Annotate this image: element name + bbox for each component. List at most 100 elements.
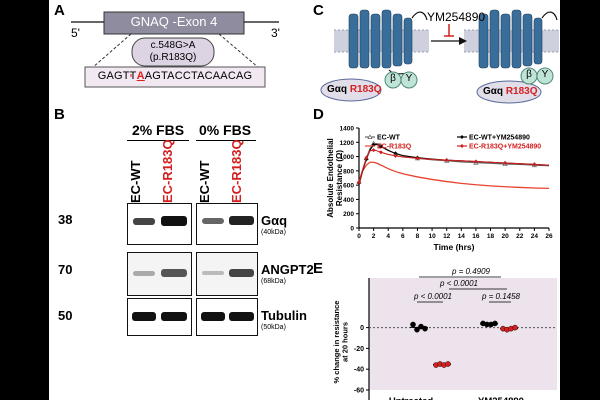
y-axis-label: Absolute EndothelialResistance (Ω) <box>326 138 344 218</box>
blot-angpt2-0pct <box>196 252 258 296</box>
galpha-right-name: Gαq <box>483 86 504 97</box>
condition-2pct: 2% FBS <box>131 122 185 138</box>
series-point-1 <box>393 151 398 156</box>
y-tick-label: -40 <box>354 367 364 374</box>
y-tick-label: -60 <box>354 388 364 395</box>
series-point-3 <box>378 150 383 155</box>
p-value-label: p < 0.0001 <box>439 279 478 288</box>
blot-angpt2-2pct <box>127 252 192 296</box>
y-tick-label: 1400 <box>340 126 355 133</box>
legend-marker-1 <box>460 135 464 139</box>
series-point-3 <box>364 156 369 160</box>
data-point <box>422 325 428 332</box>
gamma-left-label: Y <box>405 73 413 84</box>
drug-label: YM254890 <box>427 10 486 24</box>
lane-label-4: EC-R183Q <box>229 139 244 203</box>
protein-size-3: (50kDa) <box>261 324 286 331</box>
x-tick-label: 20 <box>502 233 510 240</box>
series-point-1 <box>378 144 383 149</box>
series-point-3 <box>473 159 478 164</box>
series-point-3 <box>357 180 361 185</box>
y-tick-label: 0 <box>360 325 364 332</box>
x-tick-label: 24 <box>531 233 539 240</box>
y-tick-label: 0 <box>350 226 354 233</box>
series-point-3 <box>503 161 508 165</box>
legend-label-2: EC-R183Q <box>377 144 412 151</box>
protein-size-1: (40kDa) <box>261 229 286 236</box>
x-tick-label: 16 <box>472 233 480 240</box>
protein-size-2: (68kDa) <box>261 278 286 285</box>
mutation-bubble <box>131 37 215 67</box>
lane-label-2: EC-R183Q <box>160 139 175 203</box>
mutation-text: c.548G>A (p.R183Q) <box>132 40 214 64</box>
membrane-left <box>334 30 429 52</box>
gamma-right-label: Y <box>541 69 549 80</box>
x-tick-label: 12 <box>443 233 451 240</box>
x-tick-label: 26 <box>545 233 553 240</box>
y-tick-label: -20 <box>354 346 364 353</box>
galpha-bubble-right <box>476 80 542 104</box>
protein-label-2: ANGPT2 <box>261 262 314 277</box>
x-tick-label: 8 <box>416 233 420 240</box>
mutation-cdna: c.548G>A <box>150 40 196 51</box>
blot-galpha-0pct <box>196 203 258 245</box>
figure: A GNAQ -Exon 4 5' 3' c.548G>A (p.R183Q) … <box>49 0 560 400</box>
legend-label-1: EC-WT+YM254890 <box>469 135 530 142</box>
seq-before: GAGTT <box>97 70 137 82</box>
p-value-label: p = 0.1458 <box>481 292 521 301</box>
sequence-box <box>84 66 266 88</box>
exon-box <box>103 11 245 35</box>
p-value-label: p < 0.0001 <box>413 292 452 301</box>
mw-marker-3: 50 <box>58 308 73 323</box>
x-tick-label: 18 <box>487 233 495 240</box>
x-tick-label: 10 <box>428 233 436 240</box>
y-tick-label: 1200 <box>340 140 355 147</box>
five-prime-label: 5' <box>71 26 80 40</box>
panel-label-b: B <box>54 106 65 123</box>
condition-0pct: 0% FBS <box>198 122 252 138</box>
galpha-right-label: Gαq R183Q <box>483 86 538 97</box>
data-point <box>492 320 498 327</box>
dna-sequence: GAGTTAAGTACCTACAACAG <box>85 70 265 82</box>
receptor-left <box>348 9 413 69</box>
blot-tubulin-0pct <box>196 298 258 336</box>
panel-a-graphic <box>71 11 279 88</box>
galpha-left-label: Gαq R183Q <box>327 84 382 95</box>
gamma-left <box>400 71 418 89</box>
y-tick-label: 200 <box>343 211 354 218</box>
lane-label-3: EC-WT <box>197 160 212 203</box>
y-axis-label-line1: % change in resistance <box>332 301 341 384</box>
legend-marker-3 <box>460 144 464 148</box>
galpha-left-name: Gαq <box>327 84 348 95</box>
x-tick-label: 22 <box>516 233 524 240</box>
x-tick-label: 6 <box>401 233 405 240</box>
series-point-3 <box>532 162 537 167</box>
resistance-change-dot-plot: -60 -40 -20 0 % change in resistanceat 20 ho… <box>332 267 557 400</box>
blot-galpha-2pct <box>127 203 192 245</box>
legend-label-0: EC-WT <box>377 135 401 142</box>
lane-label-1: EC-WT <box>128 160 143 203</box>
category-label: Untreated <box>389 396 434 400</box>
y-tick-label: 600 <box>343 183 354 190</box>
series-point-3 <box>444 158 449 163</box>
membrane-right <box>464 30 559 52</box>
x-tick-label: 4 <box>386 233 390 240</box>
legend-marker-0 <box>367 134 373 139</box>
y-axis-label: % change in resistanceat 20 hours <box>332 301 350 384</box>
x-axis-label: Time (hrs) <box>434 242 475 252</box>
x-tick-label: 0 <box>357 233 361 240</box>
bracket-2pct <box>127 140 189 141</box>
galpha-bubble-left <box>320 78 382 102</box>
x-tick-label: 2 <box>372 233 376 240</box>
y-axis-label-line2: at 20 hours <box>341 322 350 362</box>
data-point <box>445 361 451 367</box>
legend-label-3: EC-R183Q+YM254890 <box>469 144 541 151</box>
bracket-0pct <box>196 140 256 141</box>
y-axis-label-line2: Resistance (Ω) <box>335 150 344 207</box>
data-point <box>414 326 420 333</box>
receptor-right <box>478 9 543 69</box>
category-label: YM254890 <box>478 396 524 400</box>
plot-background <box>369 278 557 390</box>
galpha-left-mut: R183Q <box>349 84 382 95</box>
